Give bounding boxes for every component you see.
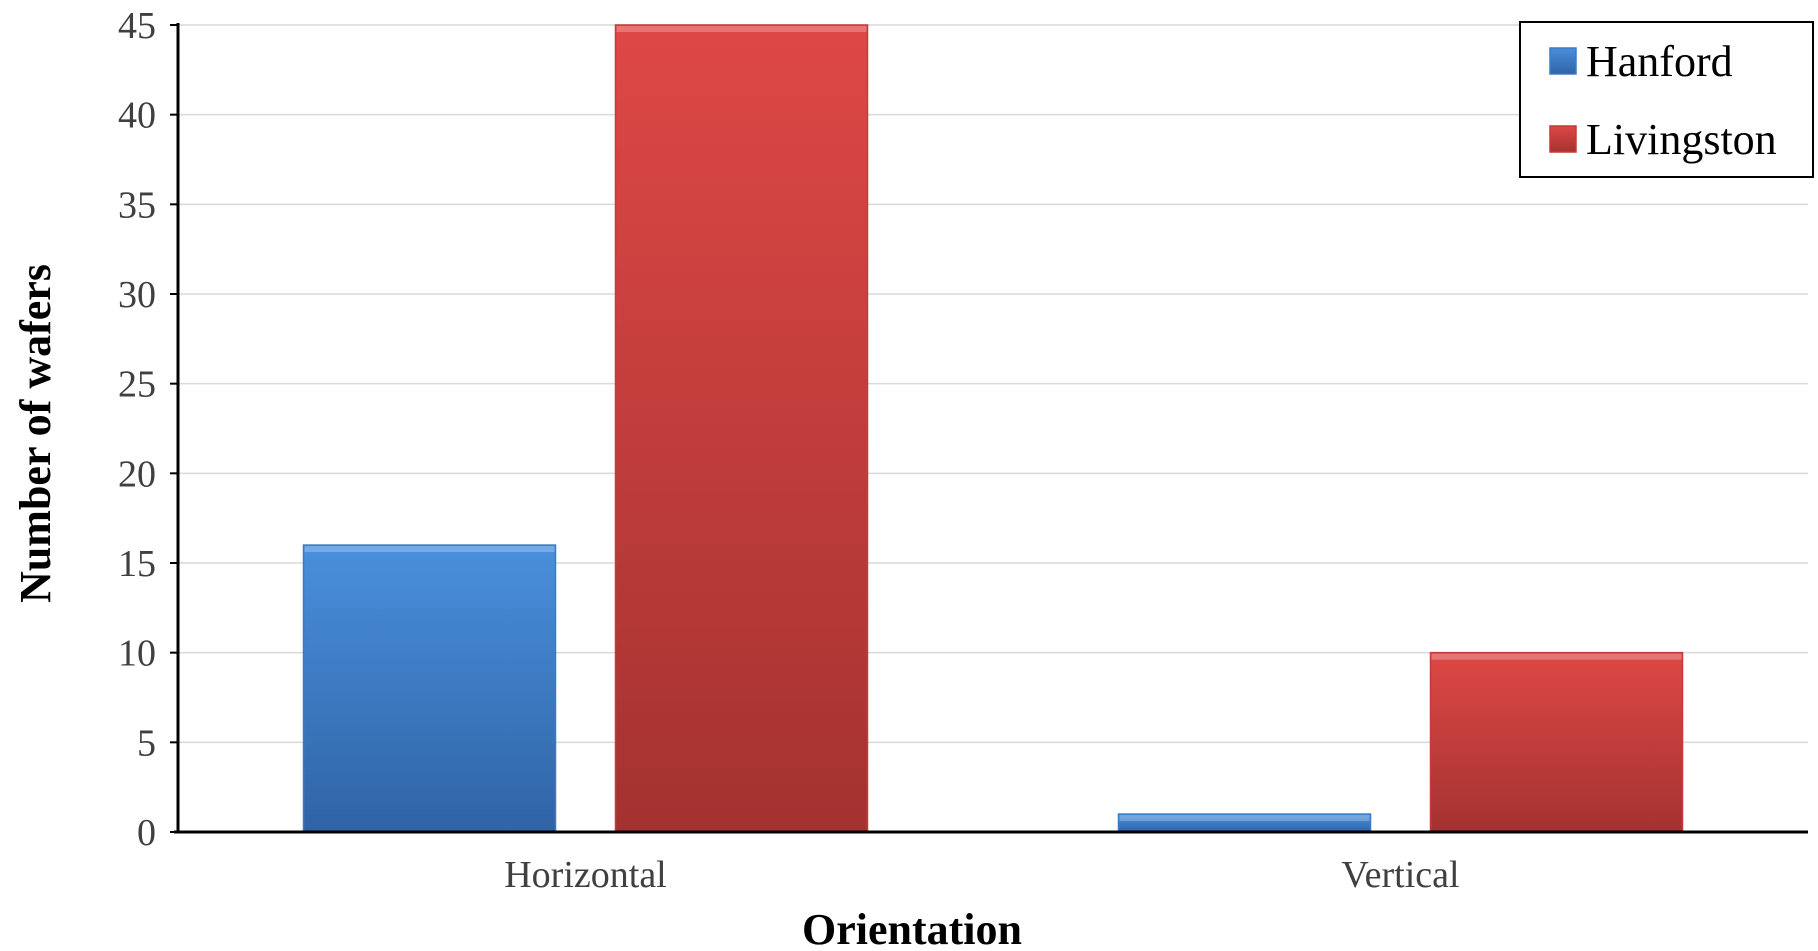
bar-highlight	[1119, 815, 1370, 822]
x-tick-label: Horizontal	[504, 854, 667, 896]
y-tick-label: 10	[118, 633, 156, 675]
legend: Hanford Livingston	[1519, 21, 1814, 178]
x-tick-labels: Horizontal Vertical	[504, 854, 1459, 896]
bar-highlight	[616, 26, 867, 32]
legend-swatch-livingston	[1549, 125, 1577, 153]
y-tick-labels: 0 5 10 15 20 25 30 35 40 45	[118, 5, 156, 854]
legend-label-hanford: Hanford	[1586, 37, 1733, 86]
y-tick-label: 40	[118, 95, 156, 137]
x-axis-title: Orientation	[802, 905, 1022, 951]
y-tick-label: 5	[137, 722, 156, 764]
legend-swatch-hanford	[1549, 47, 1577, 75]
y-tick-label: 35	[118, 184, 156, 226]
y-tick-label: 30	[118, 274, 156, 316]
bar-highlight	[1431, 653, 1682, 660]
bar-hanford-horizontal	[302, 544, 557, 833]
axes	[174, 23, 1808, 834]
bar-livingston-vertical	[1429, 651, 1684, 833]
bars	[302, 24, 1684, 833]
bar-highlight	[304, 546, 555, 553]
y-tick-label: 45	[118, 5, 156, 47]
y-tick-label: 0	[137, 812, 156, 854]
y-axis-title: Number of wafers	[11, 264, 60, 603]
y-tick-label: 20	[118, 453, 156, 495]
y-tick-label: 15	[118, 543, 156, 585]
bar-livingston-horizontal	[614, 24, 869, 833]
x-tick-label: Vertical	[1341, 854, 1459, 896]
y-tick-label: 25	[118, 364, 156, 406]
legend-label-livingston: Livingston	[1586, 115, 1777, 164]
